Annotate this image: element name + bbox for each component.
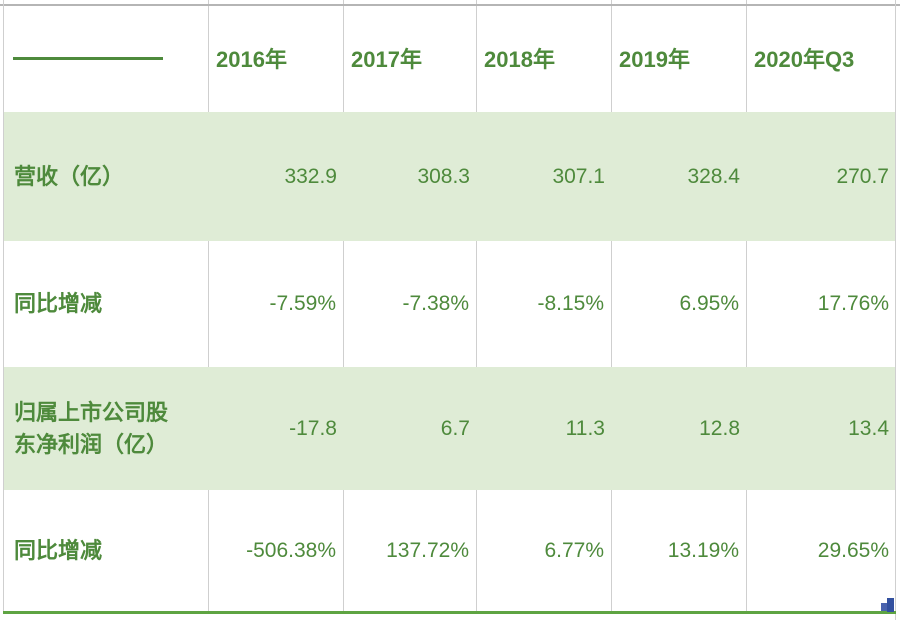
cell-net-profit-yoy-2018[interactable]: 6.77% xyxy=(477,490,612,611)
table-row-net-profit: 归属上市公司股东净利润（亿） -17.8 6.7 11.3 12.8 13.4 xyxy=(3,367,896,490)
gridline-stub xyxy=(612,0,747,4)
table-row-revenue: 营收（亿） 332.9 308.3 307.1 328.4 270.7 xyxy=(3,112,896,241)
header-divider-line-icon xyxy=(13,56,163,60)
gridline-stub xyxy=(209,0,344,4)
cell-net-profit-2018[interactable]: 11.3 xyxy=(565,416,605,440)
column-header-2016[interactable]: 2016年 xyxy=(209,4,344,112)
cell-revenue-2017[interactable]: 308.3 xyxy=(417,164,470,188)
cell-revenue-2020q3[interactable]: 270.7 xyxy=(836,164,889,188)
financial-table: 2016年 2017年 2018年 2019年 2020年Q3 营收（亿） 33… xyxy=(3,0,896,611)
table-row-net-profit-yoy: 同比增减 -506.38% 137.72% 6.77% 13.19% 29.65… xyxy=(3,490,896,611)
cell-revenue-yoy-2017[interactable]: -7.38% xyxy=(344,241,477,367)
cell-revenue-yoy-2020q3[interactable]: 17.76% xyxy=(817,292,889,315)
table-row-revenue-yoy: 同比增减 -7.59% -7.38% -8.15% 6.95% 17.76% xyxy=(3,241,896,367)
corner-step-large xyxy=(887,598,894,612)
cell-revenue-yoy-2016[interactable]: -7.59% xyxy=(209,241,344,367)
table-top-border xyxy=(0,4,900,6)
cell-net-profit-yoy-2016[interactable]: -506.38% xyxy=(209,490,344,611)
column-header-2020q3[interactable]: 2020年Q3 xyxy=(754,47,855,72)
corner-cell[interactable] xyxy=(3,4,209,112)
embedded-chart-corner-icon xyxy=(881,598,894,612)
gridline-stub xyxy=(3,0,209,4)
cell-net-profit-yoy-2019[interactable]: 13.19% xyxy=(612,490,747,611)
row-label-revenue-yoy[interactable]: 同比增减 xyxy=(3,241,209,367)
cell-revenue-2019[interactable]: 328.4 xyxy=(687,164,740,188)
column-header-2019[interactable]: 2019年 xyxy=(612,4,747,112)
table-bottom-border xyxy=(3,611,896,614)
table-header-row: 2016年 2017年 2018年 2019年 2020年Q3 xyxy=(3,4,896,112)
cell-revenue-2018[interactable]: 307.1 xyxy=(552,164,605,188)
row-label-net-profit[interactable]: 归属上市公司股东净利润（亿） xyxy=(14,399,169,457)
row-label-net-profit-yoy[interactable]: 同比增减 xyxy=(3,490,209,611)
cell-net-profit-2019[interactable]: 12.8 xyxy=(699,416,740,440)
cell-revenue-yoy-2019[interactable]: 6.95% xyxy=(612,241,747,367)
column-header-2018[interactable]: 2018年 xyxy=(477,4,612,112)
table-left-border xyxy=(3,0,4,611)
cell-net-profit-2020q3[interactable]: 13.4 xyxy=(848,416,889,440)
row-label-revenue[interactable]: 营收（亿） xyxy=(14,163,125,189)
gridline-stub xyxy=(344,0,477,4)
cell-revenue-2016[interactable]: 332.9 xyxy=(284,164,337,188)
cell-net-profit-2017[interactable]: 6.7 xyxy=(440,416,470,440)
table-right-border xyxy=(895,0,896,620)
gridline-stub xyxy=(477,0,612,4)
gridline-stub-row xyxy=(3,0,896,4)
cell-net-profit-2016[interactable]: -17.8 xyxy=(289,416,337,440)
corner-step-small xyxy=(881,603,887,611)
cell-net-profit-yoy-2017[interactable]: 137.72% xyxy=(344,490,477,611)
cell-revenue-yoy-2018[interactable]: -8.15% xyxy=(477,241,612,367)
cell-net-profit-yoy-2020q3[interactable]: 29.65% xyxy=(817,538,889,562)
column-header-2017[interactable]: 2017年 xyxy=(344,4,477,112)
